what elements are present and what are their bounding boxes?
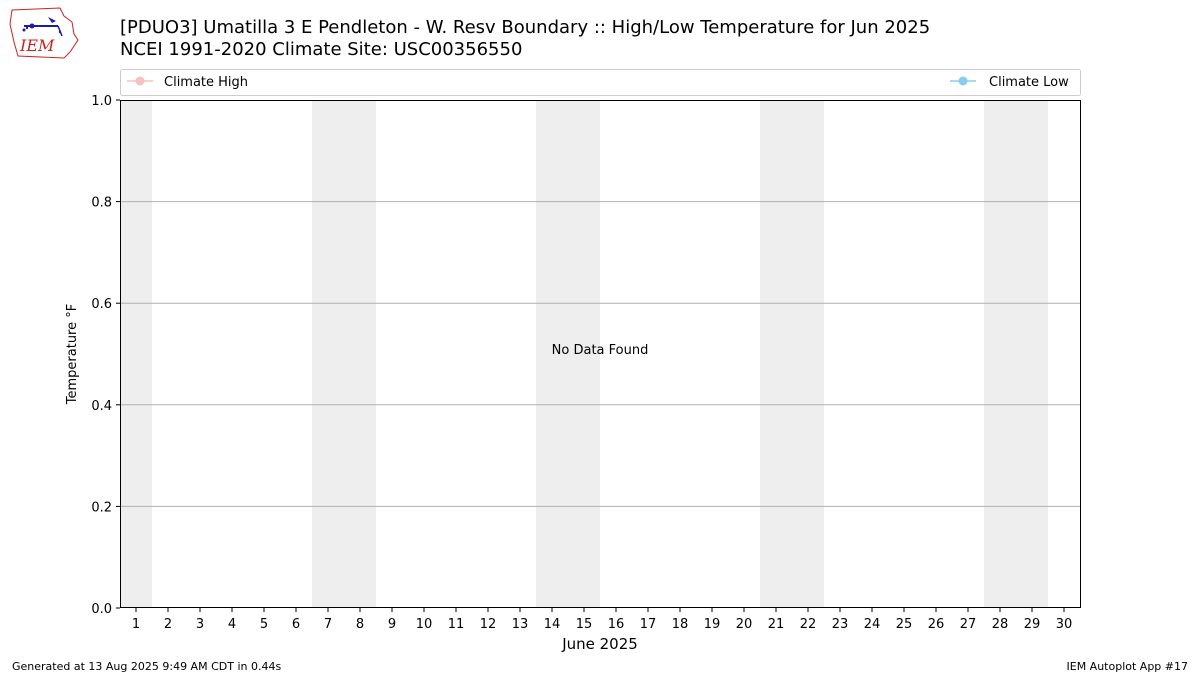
y-tick-label: 0.8 xyxy=(91,196,112,211)
x-tick-label: 4 xyxy=(228,617,236,632)
x-tick-label: 17 xyxy=(640,617,657,632)
x-axis: 1 2 3 4 5 6 7 8 9 10 11 12 13 14 15 16 17 18 19 20 21 22 23 24 2… xyxy=(132,608,1072,632)
y-axis: 0.0 0.2 0.4 0.6 0.8 1.0 xyxy=(91,94,120,617)
x-axis-label: June 2025 xyxy=(561,635,638,653)
x-tick-label: 30 xyxy=(1056,617,1073,632)
x-tick-label: 9 xyxy=(388,617,396,632)
x-tick-label: 28 xyxy=(992,617,1009,632)
y-axis-label: Temperature °F xyxy=(65,304,80,405)
y-tick-label: 0.4 xyxy=(91,399,112,414)
generated-timestamp: Generated at 13 Aug 2025 9:49 AM CDT in … xyxy=(12,660,282,673)
iem-logo: IEM xyxy=(8,6,80,60)
chart-title: [PDUO3] Umatilla 3 E Pendleton - W. Resv… xyxy=(120,17,930,61)
chart-title-line2: NCEI 1991-2020 Climate Site: USC00356550 xyxy=(120,39,523,60)
weekend-band xyxy=(536,100,600,608)
weekend-band xyxy=(312,100,376,608)
grid-lines xyxy=(120,201,1080,507)
weekend-band xyxy=(760,100,824,608)
x-tick-label: 25 xyxy=(896,617,913,632)
x-tick-label: 5 xyxy=(260,617,268,632)
x-tick-label: 18 xyxy=(672,617,689,632)
x-tick-label: 21 xyxy=(768,617,785,632)
chart-title-line1: [PDUO3] Umatilla 3 E Pendleton - W. Resv… xyxy=(120,17,931,38)
x-tick-label: 22 xyxy=(800,617,817,632)
x-tick-label: 3 xyxy=(196,617,204,632)
x-tick-label: 14 xyxy=(544,617,561,632)
legend-low-label: Climate Low xyxy=(989,75,1069,90)
x-tick-label: 20 xyxy=(736,617,753,632)
y-tick-label: 1.0 xyxy=(91,94,112,109)
x-tick-label: 2 xyxy=(164,617,172,632)
x-tick-label: 13 xyxy=(512,617,529,632)
weekend-bands xyxy=(120,100,1048,608)
plot-frame xyxy=(120,100,1081,608)
y-tick-label: 0.6 xyxy=(91,297,112,312)
app-id: IEM Autoplot App #17 xyxy=(1066,660,1189,673)
x-tick-label: 24 xyxy=(864,617,881,632)
legend: Climate High Climate Low xyxy=(120,69,1081,96)
legend-high-label: Climate High xyxy=(164,75,248,90)
x-tick-label: 15 xyxy=(576,617,593,632)
x-tick-label: 12 xyxy=(480,617,497,632)
svg-text:IEM: IEM xyxy=(19,36,55,55)
x-tick-label: 6 xyxy=(292,617,300,632)
x-tick-label: 1 xyxy=(132,617,140,632)
legend-low-marker xyxy=(958,76,968,86)
x-tick-label: 27 xyxy=(960,617,977,632)
no-data-annotation: No Data Found xyxy=(552,343,649,358)
x-tick-label: 8 xyxy=(356,617,364,632)
x-tick-label: 19 xyxy=(704,617,721,632)
x-tick-label: 29 xyxy=(1024,617,1041,632)
y-tick-label: 0.2 xyxy=(91,500,112,515)
x-tick-label: 10 xyxy=(416,617,433,632)
y-tick-label: 0.0 xyxy=(91,602,112,617)
x-tick-label: 23 xyxy=(832,617,849,632)
weekend-band xyxy=(120,100,152,608)
weekend-band xyxy=(984,100,1048,608)
legend-high-marker xyxy=(135,76,145,86)
x-tick-label: 11 xyxy=(448,617,465,632)
x-tick-label: 16 xyxy=(608,617,625,632)
x-tick-label: 26 xyxy=(928,617,945,632)
x-tick-label: 7 xyxy=(324,617,332,632)
